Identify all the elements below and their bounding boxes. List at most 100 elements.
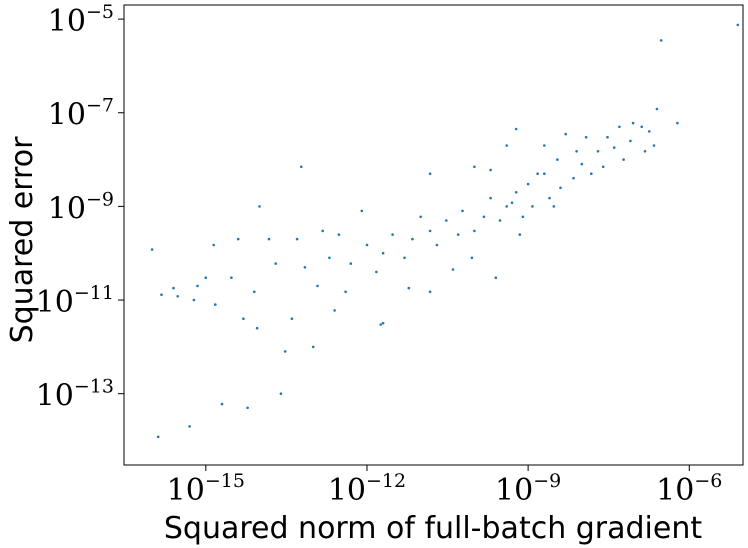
data-point <box>428 290 432 294</box>
data-point <box>204 276 208 280</box>
data-point <box>230 276 233 280</box>
data-point <box>456 233 460 236</box>
data-point <box>648 130 651 133</box>
data-point <box>258 205 261 208</box>
data-point <box>518 233 522 236</box>
data-point <box>584 135 588 139</box>
data-point <box>188 425 191 428</box>
data-point <box>652 144 656 147</box>
data-point <box>526 182 530 186</box>
data-point <box>482 215 486 219</box>
data-point <box>643 150 647 153</box>
data-point <box>655 107 659 111</box>
data-point <box>236 237 240 241</box>
data-point <box>548 196 551 200</box>
data-point <box>246 406 249 410</box>
data-point <box>575 150 578 153</box>
data-point <box>360 209 364 213</box>
data-point <box>375 270 378 274</box>
data-point <box>736 23 740 27</box>
x-axis-ticks: 10−15 10−12 10−9 10−6 <box>167 465 722 508</box>
data-point <box>220 402 224 406</box>
x-tick-label: 10−9 <box>495 470 561 508</box>
data-point <box>428 172 432 175</box>
data-point <box>489 196 492 200</box>
data-point <box>489 168 492 172</box>
data-point <box>510 201 514 204</box>
data-point <box>612 146 616 149</box>
data-point <box>622 158 625 161</box>
data-point <box>407 286 411 290</box>
data-point <box>333 309 336 312</box>
data-point <box>283 350 287 353</box>
x-tick-label: 10−15 <box>167 470 245 508</box>
data-point <box>274 262 278 265</box>
x-axis-label: Squared norm of full-batch gradient <box>164 511 702 546</box>
data-point <box>295 237 299 241</box>
data-point <box>629 139 632 143</box>
data-point <box>172 286 175 290</box>
data-point <box>156 435 160 439</box>
data-point <box>556 158 559 161</box>
data-point <box>514 127 518 131</box>
y-tick-label: 10−11 <box>36 282 114 320</box>
data-point <box>640 125 643 129</box>
data-point <box>676 121 679 125</box>
data-point <box>267 237 271 241</box>
data-point <box>461 209 464 213</box>
data-point <box>514 191 518 194</box>
data-point <box>321 229 325 233</box>
data-point <box>543 144 546 147</box>
data-point <box>279 392 283 396</box>
data-point <box>601 165 605 169</box>
data-points <box>150 23 740 439</box>
data-point <box>580 162 584 166</box>
data-point <box>344 290 347 294</box>
y-tick-label: 10−5 <box>48 1 114 39</box>
y-tick-label: 10−13 <box>36 376 114 414</box>
data-point <box>290 317 294 321</box>
y-axis-label: Squared error <box>5 136 40 343</box>
data-point <box>328 256 331 260</box>
data-point <box>349 262 353 265</box>
data-point <box>192 298 196 302</box>
data-point <box>428 229 432 233</box>
data-point <box>445 219 448 222</box>
data-point <box>242 317 245 321</box>
data-point <box>552 205 556 208</box>
y-tick-label: 10−9 <box>48 188 114 226</box>
data-point <box>498 219 502 222</box>
data-point <box>618 125 621 129</box>
data-point <box>303 266 307 269</box>
data-point <box>381 321 385 325</box>
data-point <box>150 248 154 251</box>
data-point <box>473 229 476 233</box>
data-point <box>365 243 369 247</box>
x-tick-label: 10−12 <box>328 470 406 508</box>
data-point <box>176 295 179 298</box>
data-point <box>505 144 509 147</box>
x-tick-label: 10−6 <box>656 470 722 508</box>
data-point <box>196 284 199 288</box>
data-point <box>505 205 509 208</box>
data-point <box>536 172 539 175</box>
data-point <box>631 121 635 125</box>
data-point <box>521 215 525 219</box>
data-point <box>160 293 163 297</box>
data-point <box>255 326 259 330</box>
data-point <box>379 323 383 326</box>
data-point <box>590 172 593 175</box>
data-point <box>494 276 498 280</box>
data-point <box>212 243 215 247</box>
data-point <box>543 172 546 175</box>
data-point <box>559 186 562 190</box>
data-point <box>300 165 303 169</box>
data-point <box>316 284 319 288</box>
data-point <box>311 345 315 349</box>
data-point <box>531 205 534 208</box>
data-point <box>419 215 423 219</box>
data-point <box>435 243 439 247</box>
y-tick-label: 10−7 <box>48 95 114 133</box>
data-point <box>596 150 600 153</box>
